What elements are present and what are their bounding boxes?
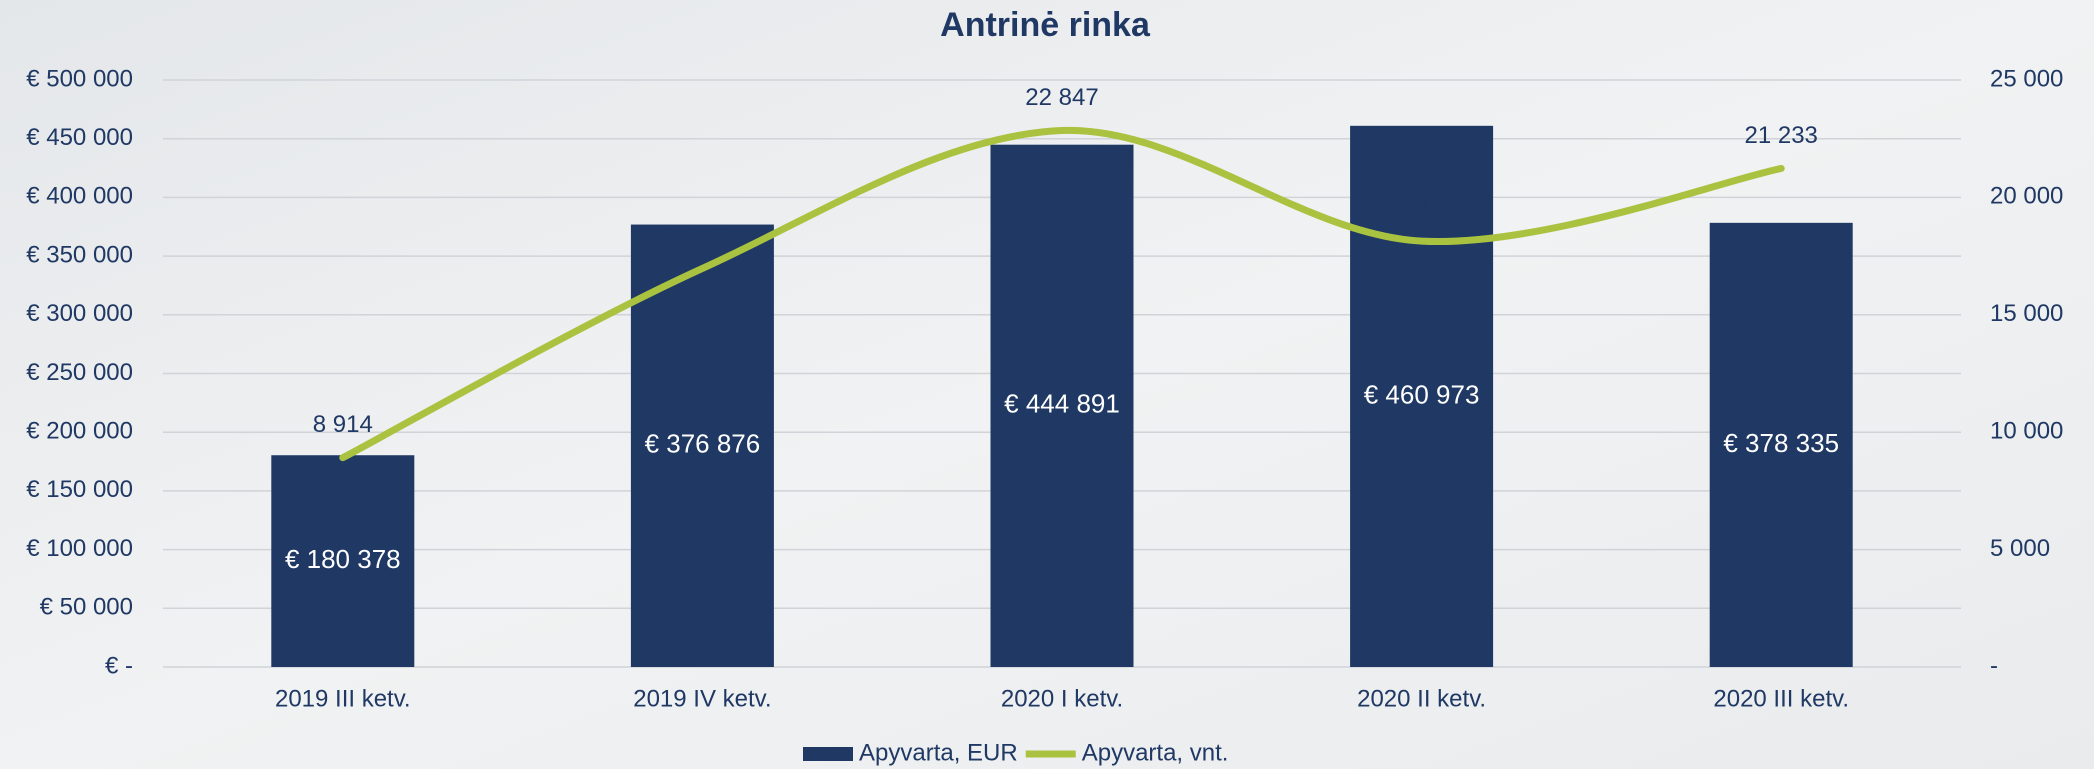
y2-tick-label: 15 000	[1990, 300, 2063, 327]
y2-tick-label: 20 000	[1990, 183, 2063, 210]
line-value-label: 16 974	[666, 222, 739, 249]
bar	[630, 224, 774, 667]
bar-value-label: € 378 335	[1723, 428, 1839, 458]
line	[339, 127, 1785, 462]
y2-tick-label: 10 000	[1990, 418, 2063, 445]
legend-label: Apyvarta, EUR	[859, 739, 1018, 766]
x-tick-label: 2020 III ketv.	[1713, 685, 1849, 712]
y-tick-label: € 200 000	[26, 418, 133, 445]
y-tick-label: € 100 000	[26, 535, 133, 562]
line-value-label: 21 233	[1744, 122, 1817, 149]
y2-tick-label: 5 000	[1990, 535, 2050, 562]
y2-tick-label: -	[1990, 652, 1998, 679]
x-tick-label: 2019 III ketv.	[275, 685, 411, 712]
bar-value-label: € 180 378	[285, 544, 401, 574]
y-tick-label: € 50 000	[40, 594, 133, 621]
bar-value-label: € 376 876	[645, 429, 761, 459]
line-value-label: 22 847	[1025, 84, 1098, 111]
bar	[990, 144, 1134, 667]
y-tick-label: € 500 000	[26, 65, 133, 92]
y-tick-label: € 150 000	[26, 476, 133, 503]
y-tick-label: € 450 000	[26, 124, 133, 151]
y2-tick-label: 25 000	[1990, 65, 2063, 92]
y-tick-label: € -	[105, 652, 133, 679]
legend-label: Apyvarta, vnt.	[1082, 739, 1229, 766]
y-tick-label: € 400 000	[26, 183, 133, 210]
x-tick-label: 2020 II ketv.	[1357, 685, 1486, 712]
line-value-label: 8 914	[313, 411, 373, 438]
bar	[1709, 222, 1853, 667]
bar-value-label: € 460 973	[1364, 379, 1480, 409]
bar-value-label: € 444 891	[1004, 389, 1120, 419]
y-tick-label: € 350 000	[26, 241, 133, 268]
legend-swatch	[803, 747, 853, 761]
y-tick-label: € 300 000	[26, 300, 133, 327]
line-value-label: 18 137	[1385, 194, 1458, 221]
x-tick-label: 2019 IV ketv.	[633, 685, 771, 712]
bar	[1350, 125, 1494, 668]
bar	[271, 455, 415, 667]
x-tick-label: 2020 I ketv.	[1001, 685, 1123, 712]
y-tick-label: € 250 000	[26, 359, 133, 386]
chart-title: Antrinė rinka	[940, 6, 1151, 44]
